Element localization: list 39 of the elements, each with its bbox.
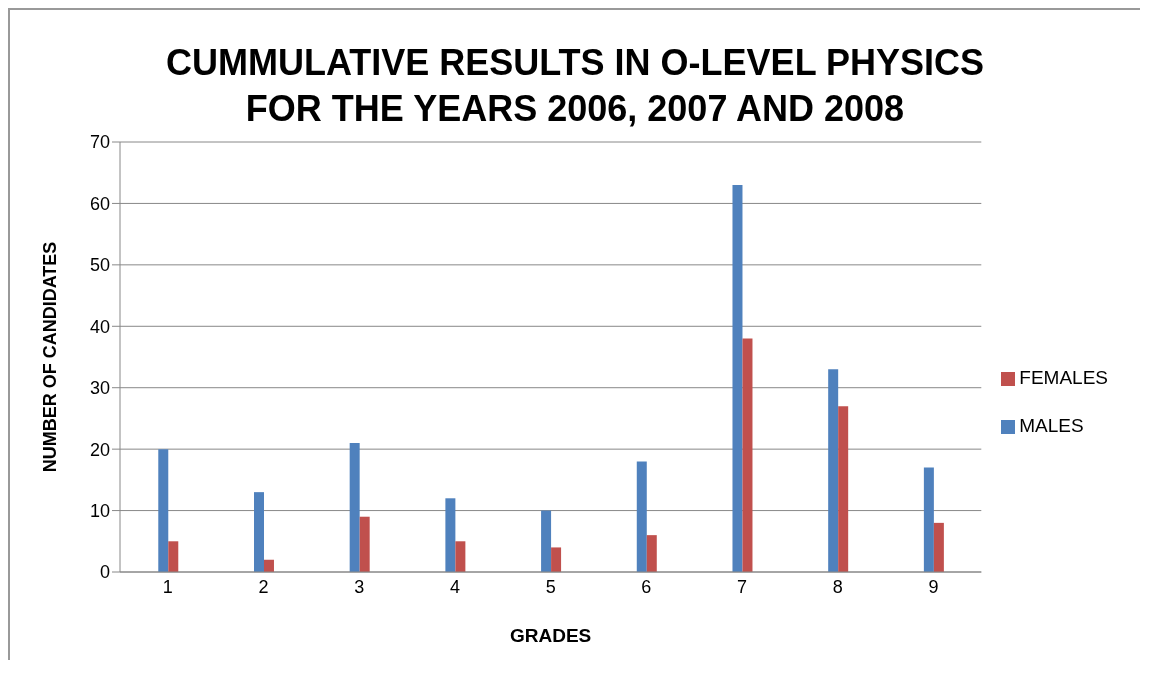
bar: [359, 516, 370, 572]
y-tick-label: 60: [89, 193, 110, 214]
bar: [742, 338, 753, 572]
bar: [646, 535, 657, 572]
bar: [933, 522, 944, 572]
y-tick-label: 70: [89, 132, 110, 153]
y-tick-label: 10: [89, 500, 110, 521]
chart-title: CUMMULATIVE RESULTS IN O-LEVEL PHYSICS FOR THE YEARS 2006, 2007 AND 2008: [164, 41, 986, 131]
x-tick-label: 6: [641, 576, 652, 597]
y-tick-label: 50: [89, 255, 110, 276]
y-axis-title: NUMBER OF CANDIDATES: [40, 241, 61, 473]
x-tick-label: 7: [737, 576, 748, 597]
x-tick-label: 9: [928, 576, 939, 597]
y-tick-label: 30: [89, 378, 110, 399]
x-tick-label: 4: [449, 576, 460, 597]
bar: [838, 406, 849, 572]
legend-label: FEMALES: [1019, 367, 1108, 388]
x-tick-label: 8: [832, 576, 843, 597]
x-tick-label: 2: [258, 576, 269, 597]
bar: [828, 369, 839, 572]
bar: [732, 185, 743, 572]
bar: [253, 492, 264, 572]
x-tick-label: 5: [545, 576, 556, 597]
bar: [923, 467, 934, 572]
bar: [541, 510, 552, 572]
bar: [158, 449, 169, 572]
bar: [349, 443, 360, 572]
legend-label: MALES: [1019, 415, 1084, 436]
bar: [168, 541, 179, 572]
y-tick-label: 40: [89, 316, 110, 337]
y-tick-label: 20: [89, 439, 110, 460]
bar: [551, 547, 562, 572]
bar: [455, 541, 466, 572]
x-tick-label: 1: [162, 576, 173, 597]
bar: [636, 461, 647, 572]
x-tick-label: 3: [354, 576, 365, 597]
bar: [445, 498, 456, 572]
x-axis-title: GRADES: [510, 625, 592, 646]
y-tick-label: 0: [99, 562, 110, 583]
